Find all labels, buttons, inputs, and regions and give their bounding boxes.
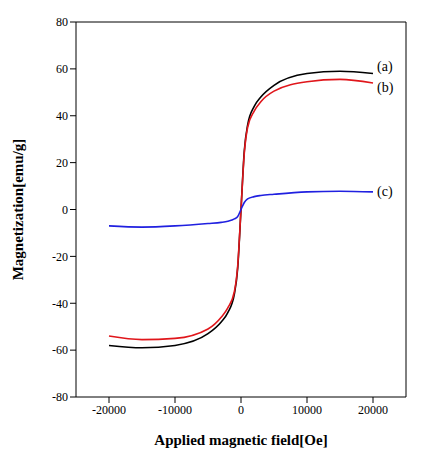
svg-text:-60: -60 bbox=[52, 343, 68, 357]
svg-text:0: 0 bbox=[62, 203, 68, 217]
svg-text:-40: -40 bbox=[52, 297, 68, 311]
svg-text:20: 20 bbox=[56, 156, 68, 170]
svg-text:0: 0 bbox=[238, 403, 244, 417]
svg-text:80: 80 bbox=[56, 15, 68, 29]
svg-text:-80: -80 bbox=[52, 390, 68, 404]
svg-text:(c): (c) bbox=[377, 184, 393, 200]
svg-text:(b): (b) bbox=[377, 80, 394, 96]
svg-text:Applied magnetic field[Oe]: Applied magnetic field[Oe] bbox=[154, 432, 327, 448]
svg-text:-20: -20 bbox=[52, 250, 68, 264]
svg-text:20000: 20000 bbox=[358, 403, 388, 417]
svg-text:(a): (a) bbox=[377, 59, 393, 75]
svg-text:-20000: -20000 bbox=[92, 403, 126, 417]
svg-text:Magnetization[emu/g]: Magnetization[emu/g] bbox=[10, 139, 26, 281]
svg-text:10000: 10000 bbox=[292, 403, 322, 417]
svg-text:40: 40 bbox=[56, 109, 68, 123]
svg-text:60: 60 bbox=[56, 62, 68, 76]
svg-text:-10000: -10000 bbox=[158, 403, 192, 417]
